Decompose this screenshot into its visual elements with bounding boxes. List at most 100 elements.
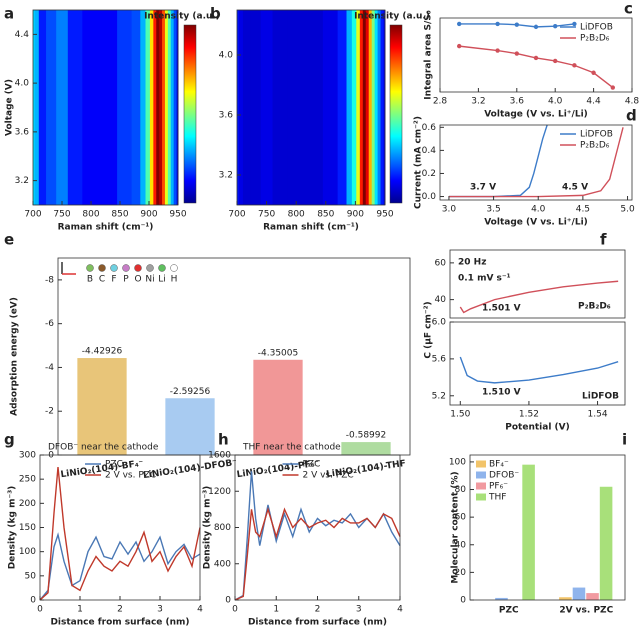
panel-letter: a xyxy=(4,5,14,23)
y-tick-label: 300 xyxy=(19,451,36,461)
axes-frame xyxy=(32,9,179,206)
x-axis-label: Distance from surface (nm) xyxy=(50,618,189,628)
heat-cell xyxy=(377,10,382,205)
element-dot xyxy=(86,264,94,272)
x-tick-label: 2.8 xyxy=(433,97,448,107)
legend-label: DFOB⁻ xyxy=(489,471,519,481)
axes-frame xyxy=(439,124,633,201)
y-tick-label: 150 xyxy=(19,523,36,533)
heat-cell xyxy=(272,10,288,205)
heat-cell xyxy=(164,10,169,205)
series-line xyxy=(459,23,575,28)
axes-icon xyxy=(61,262,76,275)
heat-cell xyxy=(153,10,157,205)
axes-frame xyxy=(57,257,411,456)
element-label: Ni xyxy=(145,275,154,285)
annotation: 1.501 V xyxy=(482,304,521,314)
panel-letter: e xyxy=(4,231,14,249)
heat-cell xyxy=(38,10,47,205)
marker xyxy=(572,21,577,27)
heat-cell xyxy=(33,10,35,205)
x-tick-label: 850 xyxy=(317,210,334,220)
legend-label: LiDFOB xyxy=(580,130,613,140)
colorbar-label: Intensity (a.u.) xyxy=(144,12,220,22)
x-axis-label: Voltage (V vs. Li⁺/Li) xyxy=(484,110,588,120)
axes-frame xyxy=(236,9,386,206)
x-tick-label: 4.8 xyxy=(625,97,640,107)
y-axis-label: Adsorption energy (eV) xyxy=(10,297,20,416)
heat-cell xyxy=(167,10,172,205)
element-dot xyxy=(134,264,142,272)
element-label: F xyxy=(111,275,116,285)
y-tick-label: 3.6 xyxy=(219,111,234,121)
y-tick-label: -6 xyxy=(45,319,54,329)
heat-cell xyxy=(242,10,251,205)
heat-cell xyxy=(359,10,364,205)
y-tick-label: 0 xyxy=(48,451,54,461)
y-tick-label: 200 xyxy=(19,499,36,509)
bar xyxy=(586,593,599,600)
y-tick-label: -8 xyxy=(45,275,54,285)
heat-cell xyxy=(173,10,178,205)
x-tick-label: 2V vs. PZC xyxy=(559,606,613,616)
axes-frame xyxy=(469,454,626,601)
element-label: Li xyxy=(158,275,166,285)
legend-label: 2 V vs. PZC xyxy=(303,471,354,481)
series-line xyxy=(39,467,201,601)
bar xyxy=(165,398,215,455)
y-tick-label: 0.6 xyxy=(422,123,437,133)
x-tick-label: 700 xyxy=(228,210,245,220)
x-axis-label: Voltage (V vs. Li⁺/Li) xyxy=(484,218,588,228)
panel-letter: c xyxy=(624,0,633,18)
bar xyxy=(253,359,303,455)
x-tick-label: 750 xyxy=(258,210,275,220)
heat-cell xyxy=(82,10,101,205)
x-tick-label: 0 xyxy=(232,605,238,615)
x-tick-label: 1 xyxy=(273,605,279,615)
panel-letter: d xyxy=(626,107,637,125)
legend-label: PZC xyxy=(303,460,321,470)
annotation: 4.5 V xyxy=(562,183,588,193)
heat-cell xyxy=(362,10,367,205)
heat-cell xyxy=(156,10,160,205)
series-line xyxy=(234,506,401,601)
axes-frame xyxy=(449,321,626,406)
marker xyxy=(553,58,558,64)
x-tick-label: 3.0 xyxy=(442,205,457,215)
element-dot xyxy=(170,264,178,272)
axes-frame xyxy=(439,17,633,93)
axes-frame xyxy=(449,249,626,319)
heat-cell xyxy=(374,10,379,205)
heat-cell xyxy=(99,10,118,205)
element-dot xyxy=(98,264,106,272)
heat-cell xyxy=(365,10,370,205)
y-tick-label: 50 xyxy=(25,571,37,581)
heat-cell xyxy=(238,10,244,205)
y-tick-label: 400 xyxy=(214,559,231,569)
colorbar xyxy=(389,24,403,204)
legend-label: BF₄⁻ xyxy=(489,460,509,470)
y-tick-label: 3.2 xyxy=(15,176,29,186)
x-tick-label: 4.5 xyxy=(576,205,590,215)
x-tick-label: 4 xyxy=(197,605,203,615)
legend-label: P₂B₂D₆ xyxy=(580,34,610,44)
annotation: 0.1 mV s⁻¹ xyxy=(458,274,511,284)
x-tick-label: PZC xyxy=(499,606,519,616)
y-tick-label: 100 xyxy=(19,547,36,557)
colorbar xyxy=(183,24,197,204)
heat-cell xyxy=(140,10,147,205)
element-label: P xyxy=(123,275,129,285)
marker xyxy=(457,21,462,27)
value-label: -4.35005 xyxy=(258,348,298,358)
y-tick-label: 4.0 xyxy=(15,79,30,89)
x-tick-label: 800 xyxy=(82,210,99,220)
legend-label: PZC xyxy=(105,460,123,470)
y-tick-label: 6.0 xyxy=(432,318,447,328)
series-line xyxy=(459,45,614,89)
x-tick-label: 800 xyxy=(288,210,305,220)
heat-cell xyxy=(170,10,175,205)
heat-cell xyxy=(337,10,348,205)
heat-cell xyxy=(46,10,57,205)
legend-swatch xyxy=(476,460,486,468)
y-axis-label: Integral area S/S₀ xyxy=(424,10,434,99)
